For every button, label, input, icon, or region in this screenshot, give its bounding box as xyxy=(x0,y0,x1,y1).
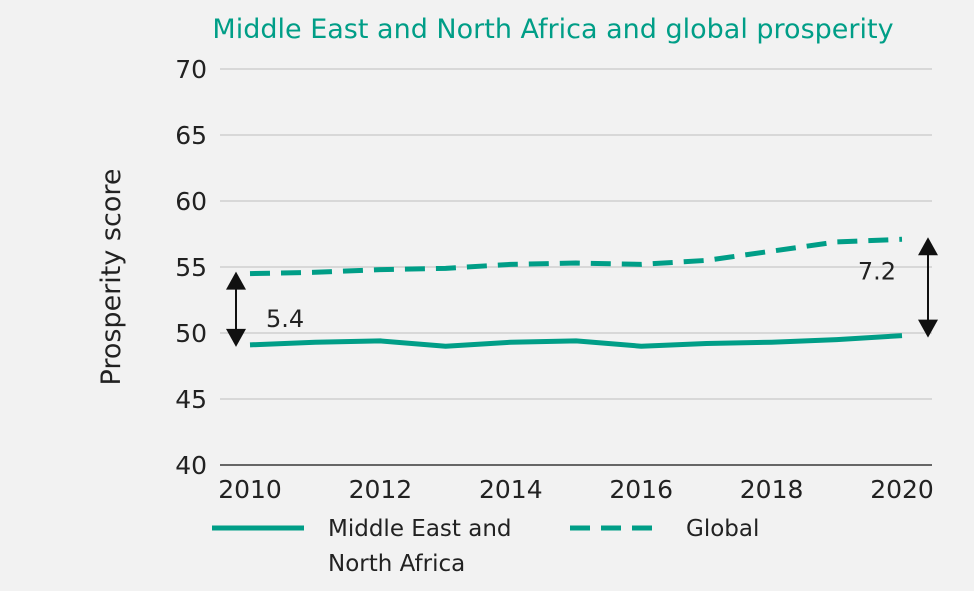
gap-arrow-head-up xyxy=(918,237,938,256)
x-tick-label: 2016 xyxy=(609,475,673,504)
gap-arrow-head-down xyxy=(226,328,246,347)
x-tick-label: 2014 xyxy=(479,475,543,504)
x-tick-label: 2010 xyxy=(218,475,282,504)
mena-series-line xyxy=(249,333,903,349)
gridlines xyxy=(220,68,932,400)
gap-arrow-head-up xyxy=(226,271,246,290)
x-axis-ticks: 2010 2012 2014 2016 2018 2020 xyxy=(218,475,934,504)
y-tick-label: 55 xyxy=(175,253,207,282)
gap-label: 5.4 xyxy=(266,305,304,333)
legend-label-line: North Africa xyxy=(328,551,465,577)
series-lines xyxy=(249,236,903,349)
gap-arrow-head-down xyxy=(918,319,938,338)
chart-title: Middle East and North Africa and global … xyxy=(212,14,893,45)
y-tick-label: 45 xyxy=(175,385,207,414)
y-tick-label: 65 xyxy=(175,121,207,150)
x-tick-label: 2012 xyxy=(349,475,413,504)
x-tick-label: 2018 xyxy=(740,475,804,504)
x-tick-label: 2020 xyxy=(870,475,934,504)
legend-label-line: Global xyxy=(686,516,759,542)
y-tick-label: 70 xyxy=(175,55,207,84)
gap-annotations: 5.4 7.2 xyxy=(226,237,938,347)
legend-label: Global xyxy=(686,516,759,542)
y-tick-label: 50 xyxy=(175,319,207,348)
legend-label: Middle East and North Africa xyxy=(328,516,512,577)
y-tick-label: 40 xyxy=(175,451,207,480)
y-axis-ticks: 40 45 50 55 60 65 70 xyxy=(175,55,207,480)
global-series-line xyxy=(249,236,903,277)
legend: Middle East and North Africa Global xyxy=(212,516,759,577)
legend-label-line: Middle East and xyxy=(328,516,512,542)
y-axis-label: Prosperity score xyxy=(96,169,127,386)
y-tick-label: 60 xyxy=(175,187,207,216)
gap-label: 7.2 xyxy=(858,257,896,285)
